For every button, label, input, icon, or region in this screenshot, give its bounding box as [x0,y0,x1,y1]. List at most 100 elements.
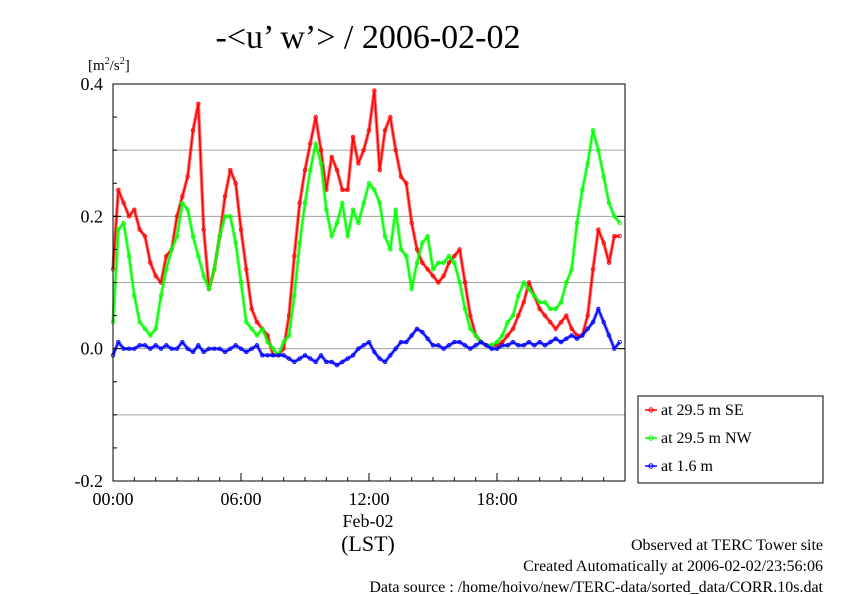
data-point [249,306,254,312]
x-axis-date-label: Feb-02 [343,511,394,531]
data-point [393,346,398,351]
data-point [164,267,169,272]
data-point [361,200,366,206]
data-point [441,273,446,279]
data-point [366,339,372,345]
data-point [446,253,452,259]
data-point [201,273,206,279]
data-point [516,313,521,318]
legend-box [637,395,824,484]
data-point [601,240,606,245]
data-point [174,346,180,351]
data-point [537,339,542,345]
data-point [590,267,596,272]
data-point [553,306,558,312]
data-point [468,326,473,332]
series-line [112,308,621,366]
data-point [377,200,382,206]
data-point [302,353,308,358]
data-point [276,353,281,358]
data-point [617,220,622,226]
x-axis-label: (LST) [341,531,395,556]
data-point [446,343,452,348]
data-point [372,349,377,355]
data-point [297,200,302,206]
data-point [366,181,372,186]
data-point [132,346,137,351]
data-point [532,343,537,348]
data-point [409,333,414,338]
data-point [441,346,446,351]
data-point [585,326,590,332]
data-point [126,214,132,219]
data-point [596,306,601,312]
data-point [505,343,510,348]
data-point [574,336,580,341]
data-point [174,233,180,239]
data-point [553,336,558,341]
data-point [148,346,153,351]
data-point [286,356,292,361]
data-point [116,339,121,345]
data-point [382,233,388,239]
data-point [468,346,473,351]
data-point [564,313,569,318]
data-point [414,260,420,265]
data-point [398,174,404,179]
series-line-halo [111,307,622,367]
x-tick-label: 18:00 [476,489,517,509]
data-point [558,339,564,345]
data-point [260,326,265,332]
data-point [590,128,596,133]
data-point [180,194,185,199]
data-point [185,174,190,179]
data-point [569,333,574,338]
data-point [548,339,553,345]
data-point [457,339,462,345]
data-point [601,174,606,179]
data-point [350,134,356,140]
data-point [190,233,196,239]
data-point [169,247,174,252]
data-point [206,286,212,292]
data-point [457,247,462,252]
data-point [473,343,478,348]
data-point [233,240,238,245]
data-point [612,233,617,239]
legend-swatch-marker [648,407,654,413]
data-point [254,320,260,325]
data-point [286,333,292,338]
data-point [281,353,286,358]
data-point [574,220,580,226]
series-line [112,129,621,357]
data-point [217,233,222,239]
data-point [196,343,201,348]
data-point [153,273,158,279]
data-point [222,214,228,219]
data-point [238,280,244,285]
data-point [313,114,318,120]
data-point [297,356,302,361]
data-point [244,267,249,272]
legend-label: at 1.6 m [661,458,714,475]
data-point [612,346,617,351]
data-point [228,167,233,173]
data-point [137,343,142,348]
data-point [462,280,468,285]
data-point [196,253,201,259]
data-point [132,207,137,212]
data-point [382,359,388,365]
data-point [569,267,574,272]
data-point [398,247,404,252]
data-point [158,293,164,298]
data-point [393,147,398,153]
data-point [425,233,430,239]
legend: at 29.5 m SE at 29.5 m NW at 1.6 m [637,395,824,484]
data-point [148,333,153,338]
data-point [542,343,548,348]
data-point [606,200,612,206]
data-point [126,253,132,259]
data-point [169,346,174,351]
data-point [521,300,526,305]
data-point [249,346,254,351]
